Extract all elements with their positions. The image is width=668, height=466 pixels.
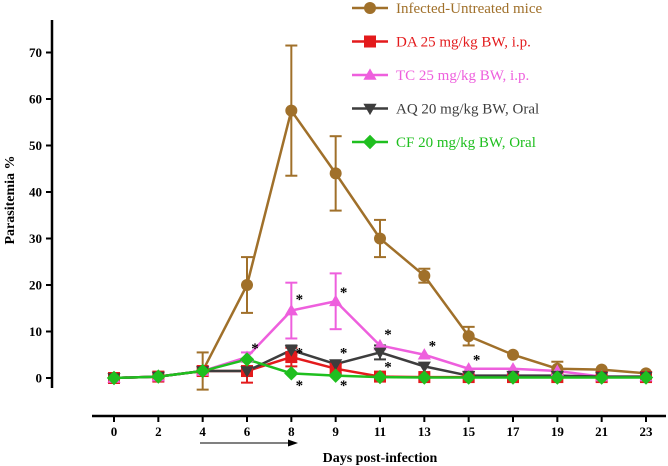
significance-star: * (429, 338, 437, 354)
significance-star: * (340, 285, 348, 301)
x-tick-label: 13 (418, 424, 432, 439)
axes: 0 10 20 30 40 50 60 70 0 2 4 6 8 9 11 13 15 17 19 21 23 (29, 20, 666, 439)
marker-triangle-down (240, 366, 254, 378)
significance-star: * (251, 341, 259, 357)
marker-triangle-up (329, 294, 343, 307)
marker-square (364, 35, 376, 48)
marker-circle (462, 330, 475, 343)
marker-diamond (417, 370, 432, 385)
marker-diamond (594, 370, 609, 385)
legend-label: AQ 20 mg/kg BW, Oral (396, 102, 539, 118)
marker-diamond (638, 370, 654, 385)
time-arrow (200, 439, 298, 447)
y-tick-label: 10 (29, 324, 42, 339)
marker-triangle-down (329, 359, 343, 371)
marker-diamond (372, 369, 388, 385)
y-tick-label: 50 (29, 138, 42, 153)
y-tick-label: 40 (29, 185, 42, 200)
marker-circle (364, 2, 376, 14)
marker-diamond (151, 369, 166, 384)
marker-triangle-down (373, 347, 387, 360)
marker-triangle-up (462, 362, 476, 374)
marker-circle (329, 167, 342, 180)
legend-label: DA 25 mg/kg BW, i.p. (396, 35, 531, 51)
x-tick-label: 4 (199, 424, 206, 439)
x-axis-title: Days post-infection (323, 451, 438, 466)
marker-circle (285, 104, 298, 117)
x-tick-label: 21 (595, 424, 608, 439)
significance-star: * (340, 345, 348, 361)
marker-triangle-down (363, 103, 377, 116)
marker-triangle-down (417, 361, 431, 373)
marker-triangle-up (373, 338, 387, 351)
marker-diamond (328, 368, 343, 383)
significance-star: * (296, 292, 304, 308)
x-tick-label: 19 (551, 424, 565, 439)
marker-circle (507, 348, 519, 361)
x-tick-label: 8 (288, 424, 295, 439)
marker-circle (374, 232, 386, 245)
legend: Infected-Untreated mice DA 25 mg/kg BW, i… (352, 1, 543, 151)
y-tick-label: 60 (29, 92, 42, 107)
y-tick-label: 20 (29, 278, 42, 293)
x-tick-label: 9 (332, 424, 339, 439)
marker-diamond (239, 352, 255, 367)
x-tick-label: 11 (374, 424, 386, 439)
x-tick-label: 2 (155, 424, 162, 439)
marker-diamond (550, 370, 565, 385)
y-tick-label: 0 (36, 371, 43, 386)
y-axis-title: Parasitemia % (3, 155, 18, 244)
marker-diamond (106, 370, 122, 386)
legend-label: TC 25 mg/kg BW, i.p. (396, 68, 529, 84)
x-tick-label: 15 (462, 424, 476, 439)
marker-square (285, 351, 298, 364)
legend-label: CF 20 mg/kg BW, Oral (396, 135, 536, 151)
significance-star: * (384, 327, 392, 343)
marker-diamond (362, 134, 378, 150)
significance-star: * (296, 345, 304, 361)
marker-diamond (195, 363, 210, 379)
legend-label: Infected-Untreated mice (396, 1, 543, 17)
marker-triangle-up (417, 348, 431, 360)
significance-annotations: * * * * * * * * * * * (251, 285, 480, 394)
significance-star: * (296, 378, 304, 394)
marker-circle (418, 269, 431, 282)
significance-star: * (384, 359, 392, 375)
significance-star: * (340, 378, 348, 394)
marker-diamond (284, 366, 299, 381)
marker-circle (241, 279, 253, 291)
x-tick-label: 6 (244, 424, 251, 439)
x-tick-label: 0 (111, 424, 118, 439)
series-markers (106, 104, 654, 386)
marker-triangle-up (506, 362, 520, 374)
y-tick-label: 30 (29, 231, 42, 246)
significance-star: * (473, 352, 481, 368)
error-bars (196, 44, 564, 391)
marker-triangle-down (284, 345, 298, 357)
x-tick-label: 23 (640, 424, 654, 439)
marker-triangle-up (363, 68, 377, 80)
marker-diamond (505, 370, 521, 385)
marker-diamond (461, 370, 476, 385)
marker-triangle-up (284, 303, 298, 316)
x-tick-label: 17 (507, 424, 521, 439)
y-tick-label: 70 (29, 45, 42, 60)
